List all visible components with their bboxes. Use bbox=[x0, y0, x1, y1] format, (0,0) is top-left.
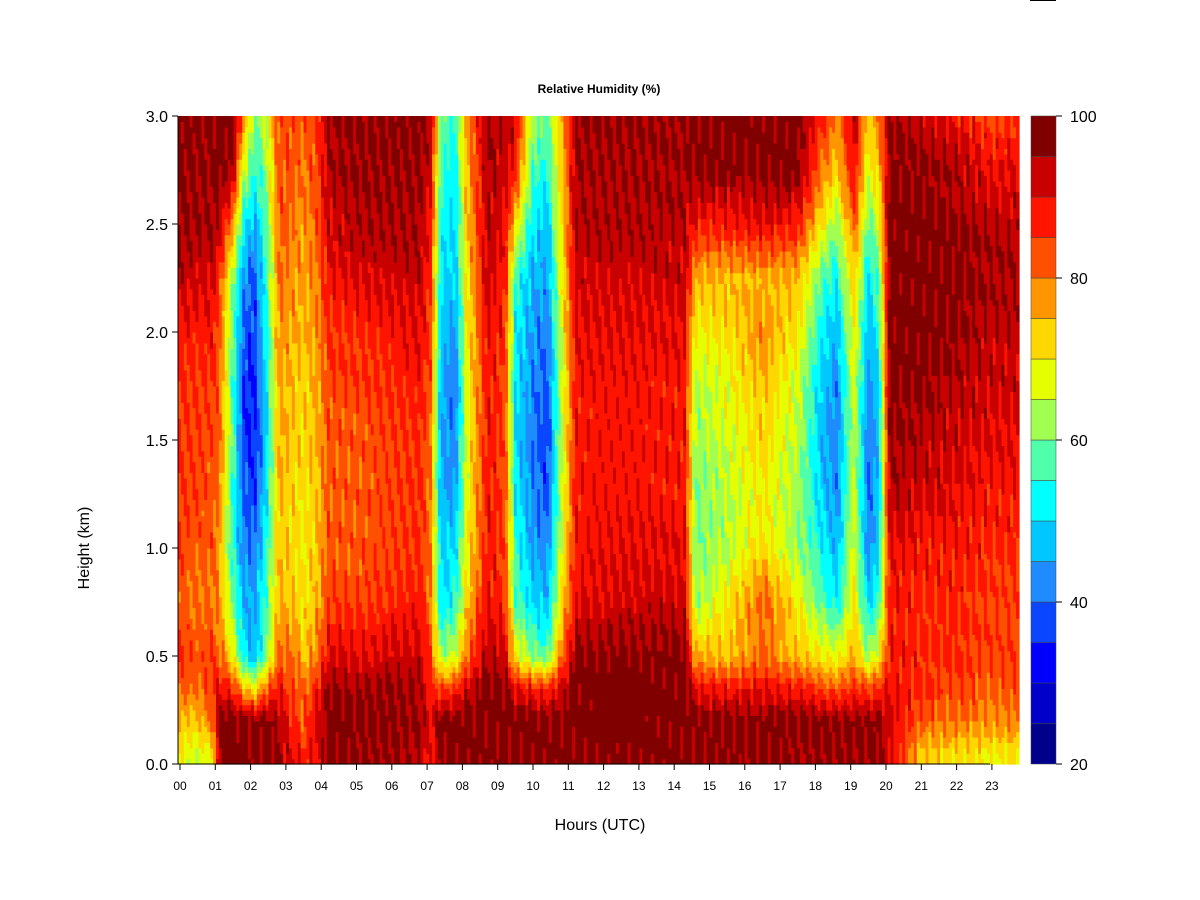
heatmap-cells bbox=[178, 116, 1020, 765]
chart-title: Relative Humidity (%) bbox=[538, 82, 661, 96]
heatmap-plot-area bbox=[178, 116, 1020, 765]
